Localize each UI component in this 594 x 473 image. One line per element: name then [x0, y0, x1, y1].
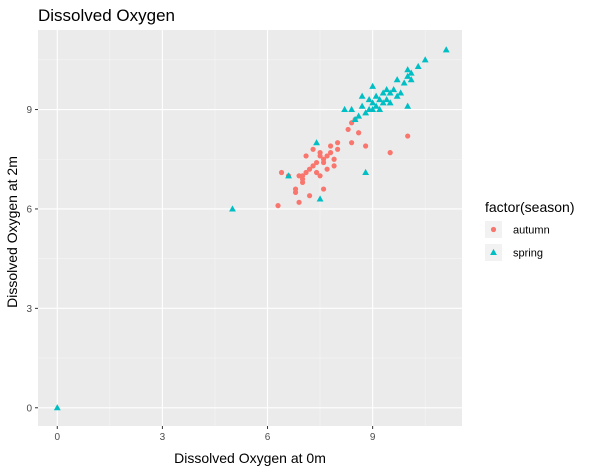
autumn-point: [296, 199, 302, 205]
spring-point: [400, 79, 408, 86]
autumn-point: [313, 169, 320, 176]
spring-point: [383, 86, 391, 93]
spring-point: [386, 89, 394, 96]
legend-key-spring: [490, 248, 497, 256]
y-axis-label: Dissolved Oxygen at 2m: [4, 156, 20, 308]
autumn-point: [327, 150, 334, 156]
y-axis: 0 3 6 9: [26, 105, 38, 414]
autumn-point: [363, 143, 369, 149]
autumn-point: [320, 159, 327, 166]
spring-point: [414, 62, 422, 69]
legend-label-autumn: autumn: [513, 225, 550, 237]
autumn-point: [331, 156, 337, 162]
autumn-point: [292, 189, 299, 195]
autumn-point: [313, 159, 320, 166]
spring-point: [379, 89, 387, 96]
x-tick-label: 9: [370, 432, 376, 443]
spring-point: [372, 102, 380, 109]
autumn-point: [335, 140, 341, 146]
spring-point: [351, 115, 359, 122]
autumn-point: [317, 153, 323, 159]
spring-point: [355, 112, 363, 119]
autumn-point: [278, 169, 285, 176]
autumn-point: [324, 153, 330, 159]
spring-point: [362, 168, 370, 176]
autumn-point: [345, 126, 351, 133]
y-tick-label: 3: [26, 304, 32, 315]
spring-point: [313, 139, 320, 146]
legend-title: factor(season): [485, 199, 574, 215]
spring-point: [407, 69, 415, 76]
x-tick-label: 3: [160, 432, 166, 443]
spring-point: [379, 99, 387, 106]
spring-point: [404, 66, 412, 73]
autumn-point: [275, 203, 281, 209]
spring-point: [358, 92, 366, 99]
spring-point: [316, 195, 324, 202]
autumn-point: [356, 130, 362, 136]
autumn-point: [335, 146, 341, 152]
autumn-point: [405, 133, 411, 139]
spring-point: [404, 72, 412, 79]
autumn-point: [310, 163, 316, 169]
spring-point: [390, 86, 398, 93]
autumn-point: [306, 193, 313, 199]
spring-point: [407, 76, 415, 83]
grid-major: [38, 30, 462, 426]
spring-point: [369, 105, 377, 113]
spring-point: [372, 92, 380, 99]
legend-key-autumn: [490, 226, 497, 233]
legend-label-spring: spring: [513, 248, 543, 260]
spring-point: [383, 95, 391, 103]
spring-point: [442, 46, 450, 53]
autumn-point: [349, 140, 355, 146]
autumn-point: [299, 173, 306, 179]
x-tick-label: 0: [54, 432, 60, 443]
spring-point: [53, 404, 61, 411]
spring-point: [421, 56, 429, 63]
grid-minor: [38, 30, 462, 426]
spring-point: [404, 102, 412, 109]
spring-point: [365, 95, 373, 103]
autumn-point: [317, 173, 323, 179]
spring-point: [393, 76, 401, 83]
data-points: [53, 46, 450, 411]
y-tick-label: 6: [26, 204, 32, 215]
autumn-point: [303, 153, 309, 159]
spring-point: [369, 99, 377, 106]
autumn-point: [324, 166, 330, 172]
spring-point: [397, 89, 405, 96]
autumn-point: [310, 146, 316, 152]
chart-title: Dissolved Oxygen: [38, 6, 175, 25]
y-tick-label: 9: [26, 105, 32, 116]
spring-point: [369, 82, 377, 89]
spring-point: [362, 109, 370, 116]
x-tick-label: 6: [265, 432, 271, 443]
spring-point: [358, 102, 366, 109]
legend-items: autumn spring: [485, 221, 550, 261]
spring-point: [376, 105, 384, 113]
autumn-point: [320, 186, 327, 192]
x-axis-label: Dissolved Oxygen at 0m: [174, 450, 326, 466]
autumn-point: [387, 150, 393, 156]
plot-panel: [38, 30, 462, 426]
autumn-point: [331, 163, 337, 169]
autumn-point: [306, 166, 313, 172]
spring-point: [348, 105, 356, 113]
spring-point: [229, 205, 236, 212]
autumn-point: [327, 143, 334, 149]
x-axis: 0 3 6 9: [54, 426, 376, 443]
spring-point: [386, 99, 394, 106]
spring-point: [341, 105, 349, 113]
spring-point: [393, 92, 401, 99]
y-tick-label: 0: [26, 403, 32, 414]
autumn-point: [303, 169, 309, 176]
spring-point: [285, 172, 292, 179]
legend: factor(season) autumn spring: [485, 199, 574, 261]
spring-point: [376, 95, 384, 103]
